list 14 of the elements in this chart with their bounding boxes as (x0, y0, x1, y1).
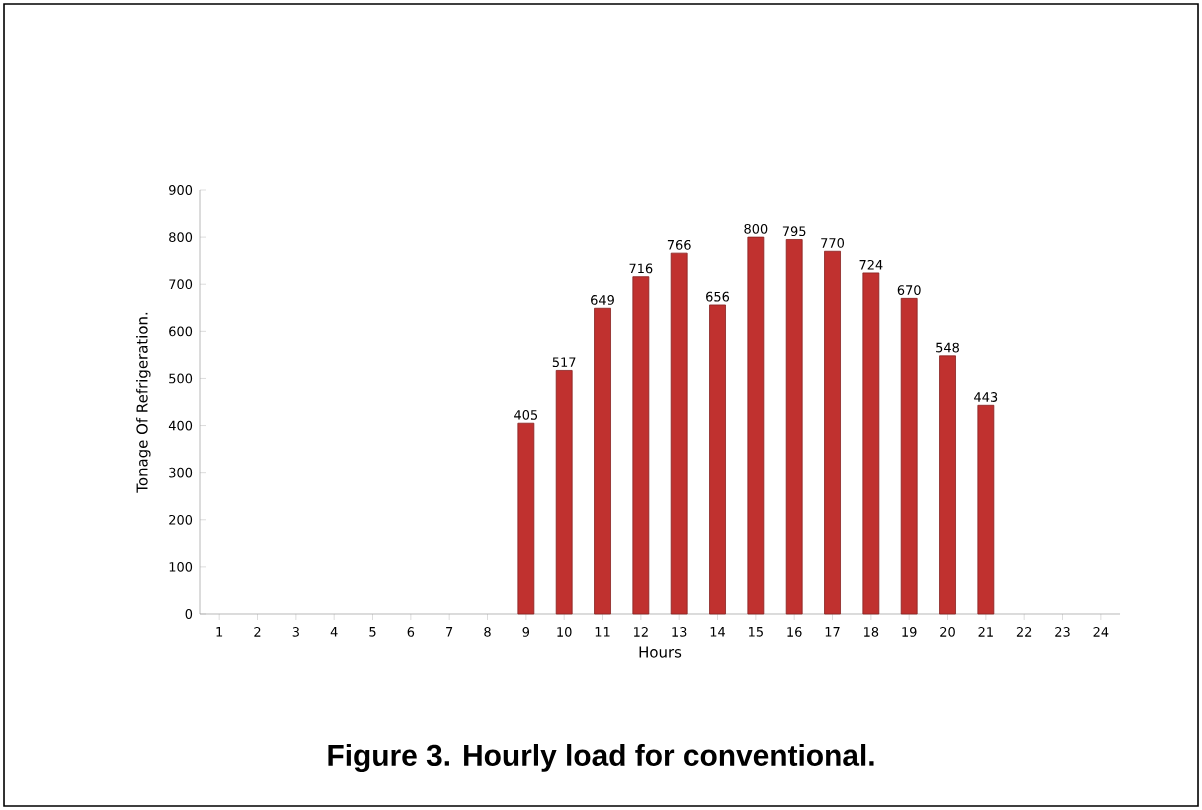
bar (862, 272, 880, 615)
bar (594, 307, 611, 615)
bar (939, 355, 956, 615)
bar (824, 250, 841, 615)
bar (670, 252, 688, 615)
bar (785, 239, 803, 615)
bar (709, 304, 726, 615)
bar (900, 297, 918, 615)
bar (517, 422, 535, 615)
bar (977, 404, 995, 615)
caption: Figure 3. Hourly load for conventional. (328, 744, 874, 773)
bar (632, 276, 650, 615)
bar (555, 370, 573, 615)
bar (747, 236, 765, 615)
